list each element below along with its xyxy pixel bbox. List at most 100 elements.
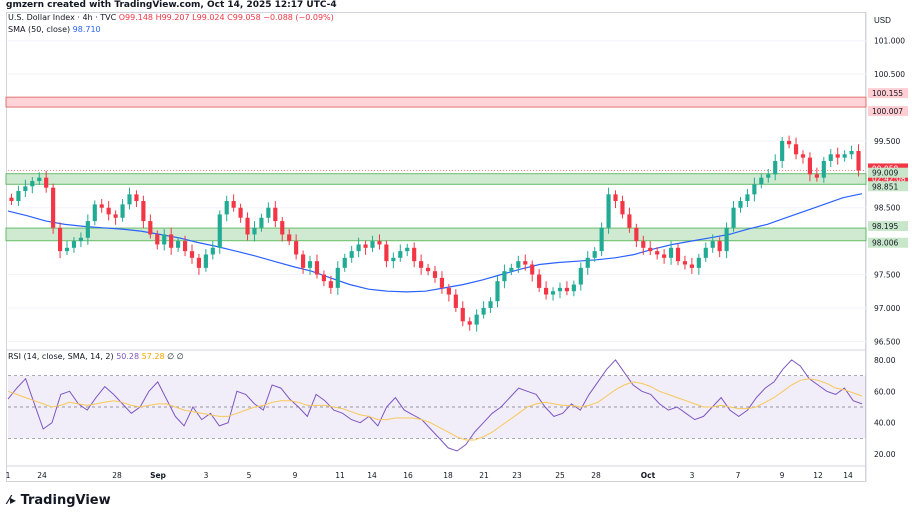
candle-body xyxy=(384,244,389,262)
price-label-text: 98.195 xyxy=(872,222,898,231)
candle-body xyxy=(627,214,632,228)
rsi-line xyxy=(7,359,863,452)
candle-body xyxy=(564,287,570,292)
candle-body xyxy=(210,247,215,255)
candle-body xyxy=(23,186,28,192)
price-label-bg xyxy=(868,173,908,184)
time-tick-label: 28 xyxy=(112,471,122,480)
candle-body xyxy=(745,194,750,202)
candle-body xyxy=(578,267,583,285)
candle-body xyxy=(752,184,757,195)
candle-body xyxy=(224,201,229,215)
rsi-ma-value: 57.28 xyxy=(141,352,165,361)
tradingview-logo[interactable]: ⁄▸ TradingView xyxy=(8,493,111,508)
candle-body xyxy=(807,157,813,175)
price-label-text: 02:42:08 xyxy=(872,174,906,183)
candle-body xyxy=(474,314,479,325)
grid xyxy=(6,12,867,482)
candle-body xyxy=(231,201,236,208)
candle-body xyxy=(599,227,604,252)
candle-body xyxy=(773,160,778,175)
candle-body xyxy=(294,241,299,255)
candle-body xyxy=(821,160,826,178)
candle-body xyxy=(16,191,21,202)
candle-body xyxy=(849,150,854,155)
time-tick-label: 21 xyxy=(479,471,489,480)
price-tick-label: 97.000 xyxy=(874,304,900,313)
candle-body xyxy=(537,274,542,288)
rsi-label: RSI (14, close, SMA, 14, 2) xyxy=(8,352,114,361)
time-tick-label: 23 xyxy=(512,471,522,480)
time-tick-label: 14 xyxy=(367,471,377,480)
price-tick-label: 100.500 xyxy=(874,70,905,79)
rsi-tick-label: 80.00 xyxy=(874,356,896,365)
candle-body xyxy=(9,197,14,202)
candle-body xyxy=(668,247,674,258)
price-label-text: 98.851 xyxy=(872,182,898,191)
candle-body xyxy=(162,234,167,245)
candle-body xyxy=(155,234,160,245)
candle-body xyxy=(439,277,445,288)
legend-sma[interactable]: SMA (50, close) 98.710 xyxy=(8,25,101,34)
candle-body xyxy=(523,261,528,265)
candle-body xyxy=(259,217,264,228)
candle-body xyxy=(217,214,222,248)
price-labels: 100.155100.00799.05802:42:0899.00998.851… xyxy=(868,88,908,248)
candle-body xyxy=(703,247,708,258)
sma-label: SMA (50, close) xyxy=(8,25,71,34)
candle-body xyxy=(280,221,285,235)
candle-body xyxy=(252,227,257,235)
candle-body xyxy=(453,294,458,308)
time-tick-label: 24 xyxy=(37,471,47,480)
candle-body xyxy=(30,181,35,187)
time-tick-label: 18 xyxy=(443,471,453,480)
candle-body xyxy=(398,251,403,258)
time-tick-label: 9 xyxy=(780,471,785,480)
zone-resistance xyxy=(5,96,867,108)
candle-body xyxy=(335,267,340,288)
price-label-bg xyxy=(868,181,908,192)
currency-label[interactable]: USD xyxy=(874,16,891,25)
time-tick-label: 14 xyxy=(843,471,853,480)
candle-body xyxy=(467,321,472,325)
candle-body xyxy=(44,177,49,188)
legend-symbol[interactable]: U.S. Dollar Index · 4h · TVC O99.148 H99… xyxy=(8,13,334,22)
ohlc-high: H99.207 xyxy=(155,13,190,22)
legend-rsi[interactable]: RSI (14, close, SMA, 14, 2) 50.28 57.28 … xyxy=(8,352,184,361)
price-label-bg xyxy=(868,88,908,99)
candle-body xyxy=(321,274,326,282)
time-tick-label: Sep xyxy=(150,471,166,480)
candle-body xyxy=(300,254,306,268)
price-label-text: 100.007 xyxy=(872,107,903,116)
price-tick-label: 96.500 xyxy=(874,337,900,346)
candle-body xyxy=(793,144,799,155)
price-tick-label: 97.500 xyxy=(874,271,900,280)
candle-body xyxy=(544,287,549,295)
price-label-text: 99.009 xyxy=(872,169,898,178)
candle-body xyxy=(349,251,354,258)
candle-body xyxy=(391,257,396,262)
candle-body xyxy=(92,204,97,222)
candle-body xyxy=(307,261,313,268)
candle-body xyxy=(738,201,743,208)
candle-body xyxy=(502,271,507,282)
candle-body xyxy=(724,227,729,252)
time-tick-label: 1 xyxy=(6,471,11,480)
price-label-bg xyxy=(868,167,908,178)
candle-body xyxy=(835,154,840,158)
candle-body xyxy=(516,261,521,268)
candle-body xyxy=(432,271,438,278)
candle-body xyxy=(412,247,417,262)
rsi-ma-line xyxy=(7,378,863,441)
candle-body xyxy=(696,257,701,268)
candle-body xyxy=(460,307,465,322)
candle-body xyxy=(273,207,278,222)
time-tick-label: 12 xyxy=(813,471,823,480)
logo-icon: ⁄▸ xyxy=(8,493,17,507)
candle-body xyxy=(717,241,722,252)
rsi-tick-label: 20.00 xyxy=(874,450,896,459)
ohlc-close: C99.058 xyxy=(227,13,261,22)
price-label-bg xyxy=(868,221,908,232)
ohlc-change: −0.088 (−0.09%) xyxy=(263,13,334,22)
